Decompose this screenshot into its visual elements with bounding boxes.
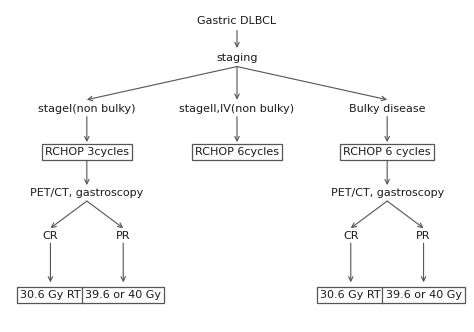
Text: 30.6 Gy RT: 30.6 Gy RT xyxy=(20,290,81,300)
Text: CR: CR xyxy=(43,231,58,241)
Text: PR: PR xyxy=(416,231,431,241)
Text: RCHOP 3cycles: RCHOP 3cycles xyxy=(45,147,129,157)
Text: 30.6 Gy RT: 30.6 Gy RT xyxy=(320,290,381,300)
Text: staging: staging xyxy=(216,53,258,63)
Text: Gastric DLBCL: Gastric DLBCL xyxy=(198,16,276,26)
Text: 39.6 or 40 Gy: 39.6 or 40 Gy xyxy=(85,290,161,300)
Text: stageII,IV(non bulky): stageII,IV(non bulky) xyxy=(180,104,294,114)
Text: RCHOP 6 cycles: RCHOP 6 cycles xyxy=(344,147,431,157)
Text: Bulky disease: Bulky disease xyxy=(349,104,425,114)
Text: 39.6 or 40 Gy: 39.6 or 40 Gy xyxy=(385,290,462,300)
Text: stageI(non bulky): stageI(non bulky) xyxy=(38,104,136,114)
Text: RCHOP 6cycles: RCHOP 6cycles xyxy=(195,147,279,157)
Text: PR: PR xyxy=(116,231,130,241)
Text: PET/CT, gastroscopy: PET/CT, gastroscopy xyxy=(330,188,444,198)
Text: CR: CR xyxy=(343,231,358,241)
Text: PET/CT, gastroscopy: PET/CT, gastroscopy xyxy=(30,188,144,198)
